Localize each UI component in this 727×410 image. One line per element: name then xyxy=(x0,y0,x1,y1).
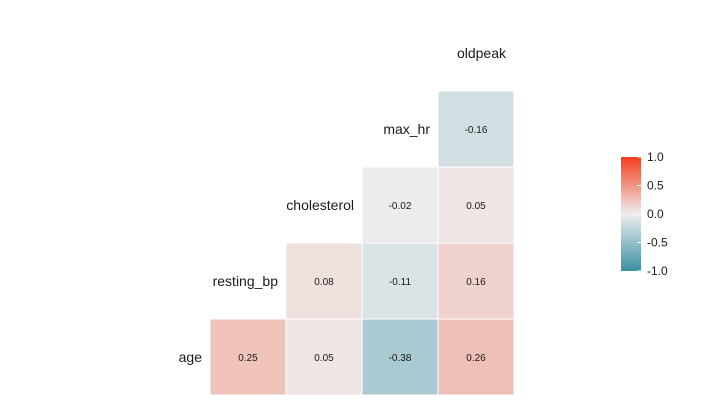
cell-value-label: -0.38 xyxy=(389,353,412,364)
cell-value-label: 0.08 xyxy=(314,277,334,288)
variable-label-max_hr: max_hr xyxy=(383,121,430,137)
variable-label-age: age xyxy=(179,349,203,365)
heatmap-cells: 0.25 0.05 -0.38 0.26 0.08 -0.11 0.16 -0.02 0.05 -… xyxy=(209,90,515,396)
cell-value-label: -0.16 xyxy=(465,125,488,136)
cell-value-label: 0.05 xyxy=(466,201,486,212)
heatmap-cell-age-resting_bp xyxy=(209,318,287,396)
heatmap-cell-resting_bp-oldpeak xyxy=(437,242,515,320)
heatmap-cell-age-cholesterol xyxy=(285,318,363,396)
heatmap-cell-cholesterol-oldpeak xyxy=(437,166,515,244)
cell-value-label: 0.05 xyxy=(314,353,334,364)
legend-tick-label: -1.0 xyxy=(647,264,668,278)
legend-tick-label: -0.5 xyxy=(647,236,668,250)
heatmap-cell-resting_bp-cholesterol xyxy=(285,242,363,320)
heatmap-cell-age-oldpeak xyxy=(437,318,515,396)
legend-tick-label: 0.0 xyxy=(647,207,664,221)
variable-label-resting_bp: resting_bp xyxy=(213,273,279,289)
legend-ticks: 1.0 0.5 0.0 -0.5 -1.0 xyxy=(637,150,668,278)
cell-value-label: 0.16 xyxy=(466,277,486,288)
color-legend: 1.0 0.5 0.0 -0.5 -1.0 xyxy=(621,150,668,278)
heatmap-cell-max_hr-oldpeak xyxy=(437,90,515,168)
cell-value-label: 0.26 xyxy=(466,353,486,364)
legend-colorbar xyxy=(621,157,641,271)
cell-value-label: -0.02 xyxy=(389,201,412,212)
variable-label-cholesterol: cholesterol xyxy=(286,197,354,213)
variable-labels: age resting_bp cholesterol max_hr oldpeak xyxy=(179,45,507,365)
heatmap-cell-cholesterol-max_hr xyxy=(361,166,439,244)
legend-tick-label: 0.5 xyxy=(647,179,664,193)
heatmap-cell-resting_bp-max_hr xyxy=(361,242,439,320)
cell-value-label: 0.25 xyxy=(238,353,258,364)
legend-tick-label: 1.0 xyxy=(647,150,664,164)
cell-value-label: -0.11 xyxy=(389,277,411,288)
variable-label-oldpeak: oldpeak xyxy=(457,45,507,61)
